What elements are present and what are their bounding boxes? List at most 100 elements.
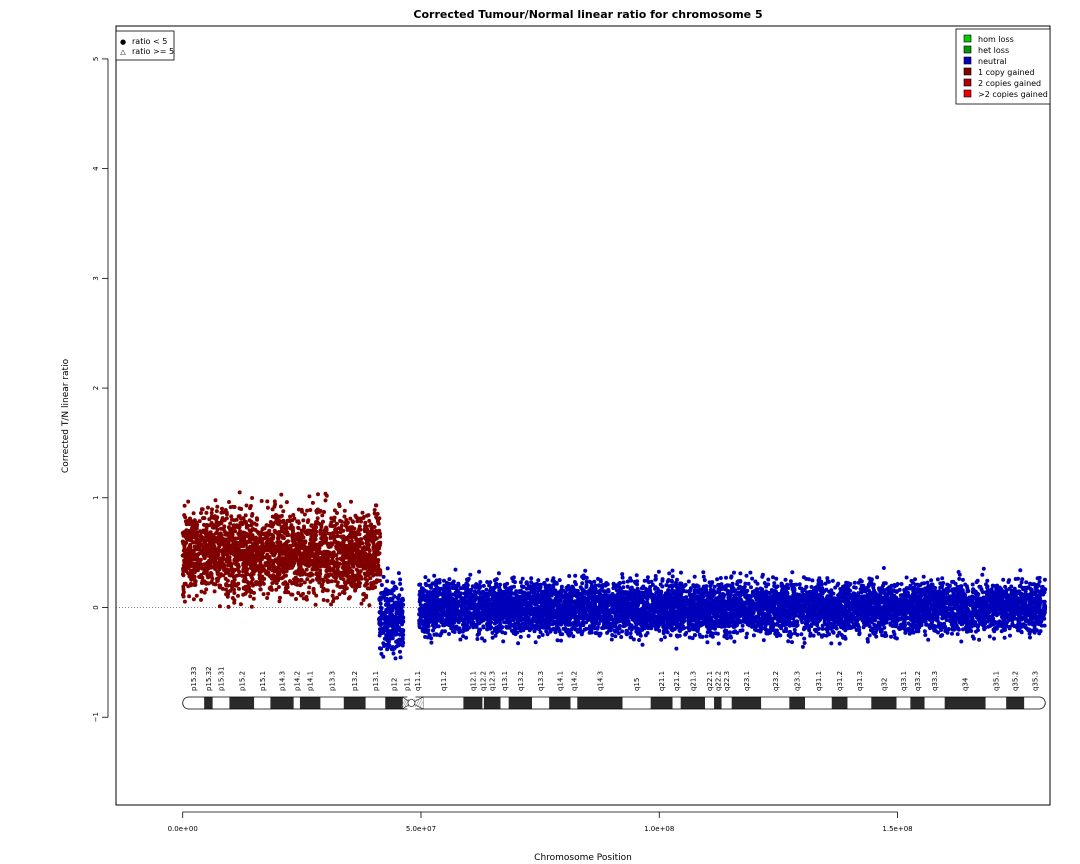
data-point [210,576,215,581]
data-point [751,633,756,638]
data-point [368,564,373,569]
data-point [244,550,249,555]
data-point [321,579,326,584]
data-point [241,592,246,597]
data-point [191,511,196,516]
data-point [379,621,384,626]
data-point [236,514,241,519]
data-point [202,539,207,544]
data-point [337,550,342,555]
data-point [226,604,231,609]
data-point [345,565,350,569]
data-point [300,554,305,559]
data-point [313,602,318,607]
data-point [202,522,206,527]
data-point [313,566,318,571]
data-point [308,508,313,512]
data-point [293,575,298,580]
data-point [320,513,325,518]
data-point [374,536,379,541]
data-point [270,536,275,541]
data-point [207,559,211,564]
data-point [346,596,351,601]
data-point [732,570,736,575]
data-point [217,583,222,588]
data-point [265,499,270,504]
data-point [232,575,237,580]
data-point [316,509,321,514]
data-point [221,518,226,523]
data-point [334,540,339,544]
data-point [302,512,307,517]
data-point [269,524,274,529]
data-point [385,566,390,571]
data-point [194,526,199,531]
data-point [248,594,253,599]
data-point [202,567,207,572]
data-point [248,539,253,544]
data-point [365,533,370,538]
data-point [355,519,360,524]
data-point [398,649,402,654]
data-point [194,555,199,560]
data-point [261,526,266,531]
data-point [287,518,292,523]
data-point [257,539,262,544]
data-point [342,568,347,573]
data-point [199,597,203,602]
data-point [276,555,281,560]
data-point [667,571,672,576]
data-point [339,541,344,546]
data-point [294,534,299,538]
data-point [331,589,336,594]
data-point [279,548,284,553]
data-point [637,638,642,642]
data-point [207,517,212,522]
data-point [356,580,361,585]
data-point [192,562,197,567]
data-point [348,516,353,521]
data-point [364,595,368,600]
data-point [182,560,187,565]
data-point [790,640,794,645]
data-point [281,509,286,514]
data-point [241,569,246,574]
data-point [401,615,406,620]
data-point [249,523,254,528]
data-point [276,543,281,548]
data-point [276,520,281,525]
data-point [358,558,362,563]
data-point [250,496,255,500]
data-point [316,563,321,568]
data-point [241,536,246,541]
data-point [276,585,281,589]
data-point [299,558,304,563]
data-point [332,574,336,579]
data-point [243,513,248,518]
data-point [260,580,265,585]
data-point [225,594,230,599]
data-point [241,586,246,591]
data-point [354,567,359,572]
data-point [197,551,202,556]
data-point [373,564,378,569]
data-point [258,587,263,592]
data-point [228,521,233,526]
data-point [348,528,353,533]
data-point [193,579,198,584]
data-point [353,586,358,591]
data-point [399,598,404,603]
data-point [194,593,199,598]
data-point [378,531,382,536]
data-point [230,596,235,600]
data-point [368,559,373,564]
data-point [573,573,578,578]
data-point [244,503,249,508]
data-point [258,576,263,581]
data-point [399,587,404,592]
data-point [372,529,377,534]
data-point [278,504,283,509]
data-point [294,597,298,601]
data-point [224,512,229,517]
